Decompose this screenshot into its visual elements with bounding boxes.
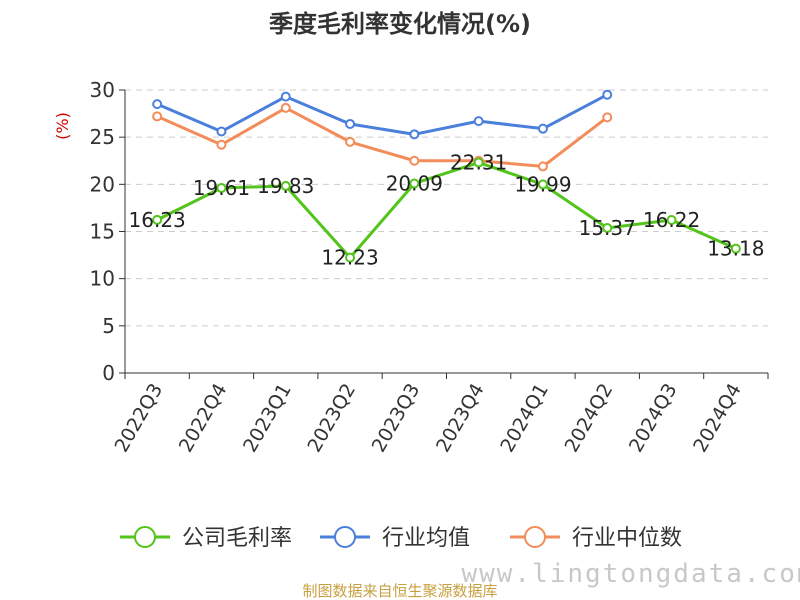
data-point[interactable]: [345, 136, 356, 147]
data-label: 19.99: [514, 172, 571, 196]
data-labels: 16.23 19.61 19.83 12.23 20.09 22.31 19.99 15.37…: [129, 151, 765, 270]
legend-label: 行业均值: [382, 526, 470, 551]
y-tick-label: 20: [90, 172, 115, 196]
legend-marker: [334, 526, 356, 548]
data-point[interactable]: [280, 91, 291, 102]
data-label: 12.23: [321, 246, 378, 270]
data-label: 20.09: [386, 171, 443, 195]
data-point[interactable]: [345, 252, 356, 263]
x-tick-label: 2024Q2: [561, 380, 618, 456]
data-point[interactable]: [602, 223, 613, 234]
data-point[interactable]: [216, 139, 227, 150]
data-point[interactable]: [216, 126, 227, 137]
data-label: 22.31: [450, 151, 507, 175]
data-point[interactable]: [473, 116, 484, 127]
data-point[interactable]: [473, 157, 484, 168]
data-point[interactable]: [280, 102, 291, 113]
data-point[interactable]: [730, 243, 741, 254]
legend[interactable]: 公司毛利率 行业均值 行业中位数: [120, 526, 682, 551]
data-label: 16.23: [129, 208, 186, 232]
data-point[interactable]: [280, 180, 291, 191]
data-label: 19.61: [193, 176, 250, 200]
watermark: www.lingtongdata.com: [461, 559, 800, 589]
legend-marker: [524, 526, 546, 548]
x-tick-label: 2024Q4: [689, 380, 746, 456]
y-axis-label: (%): [53, 112, 72, 140]
data-point[interactable]: [152, 111, 163, 122]
legend-item[interactable]: 行业中位数: [510, 526, 682, 551]
y-tick-label: 25: [90, 125, 115, 149]
legend-label: 行业中位数: [572, 526, 682, 551]
data-point[interactable]: [666, 214, 677, 225]
x-tick-label: 2022Q4: [175, 380, 232, 456]
source-note: 制图数据来自恒生聚源数据库: [302, 582, 497, 600]
data-point[interactable]: [602, 112, 613, 123]
series-line: [156, 93, 608, 136]
data-label: 13.18: [707, 237, 764, 261]
data-point[interactable]: [345, 118, 356, 129]
data-point[interactable]: [409, 129, 420, 140]
y-tick-label: 5: [102, 314, 115, 338]
legend-label: 公司毛利率: [182, 526, 292, 551]
x-tick-label: 2022Q3: [110, 380, 167, 456]
series: [152, 89, 741, 263]
data-point[interactable]: [537, 123, 548, 134]
y-tick-label: 30: [90, 78, 115, 102]
x-tick-label: 2023Q2: [303, 380, 360, 456]
y-tick-label: 0: [102, 361, 115, 385]
series-industry-mean: [152, 89, 613, 140]
legend-marker: [134, 526, 156, 548]
y-tick-label: 10: [90, 267, 115, 291]
data-point[interactable]: [409, 178, 420, 189]
data-point[interactable]: [602, 89, 613, 100]
x-tick-label: 2024Q1: [496, 380, 553, 456]
data-label: 16.22: [643, 208, 700, 232]
data-label: 19.83: [257, 174, 314, 198]
x-tick-label: 2023Q3: [368, 380, 425, 456]
legend-item[interactable]: 行业均值: [320, 526, 470, 551]
legend-item[interactable]: 公司毛利率: [120, 526, 292, 551]
data-label: 15.37: [579, 216, 636, 240]
data-point[interactable]: [537, 161, 548, 172]
data-point[interactable]: [409, 155, 420, 166]
series-company: [152, 157, 741, 263]
data-point[interactable]: [152, 214, 163, 225]
chart-title: 季度毛利率变化情况(%): [269, 10, 531, 38]
x-tick-label: 2024Q3: [625, 380, 682, 456]
y-tick-label: 15: [90, 220, 115, 244]
data-point[interactable]: [152, 99, 163, 110]
data-point[interactable]: [216, 183, 227, 194]
grid: [125, 89, 768, 327]
series-line: [156, 106, 609, 168]
x-tick-label: 2023Q1: [239, 380, 296, 456]
data-point[interactable]: [537, 179, 548, 190]
x-tick-label: 2023Q4: [432, 380, 489, 456]
series-line: [156, 161, 737, 260]
